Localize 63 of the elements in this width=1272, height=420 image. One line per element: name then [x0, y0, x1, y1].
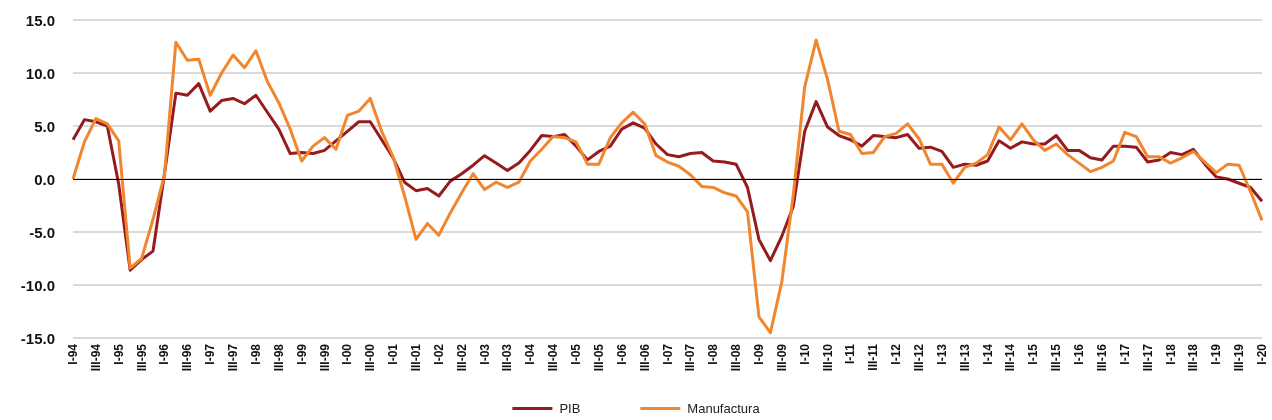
x-tick-label: III-99: [317, 343, 332, 372]
x-tick-label: III-19: [1232, 343, 1247, 372]
x-tick-label: III-18: [1186, 343, 1201, 372]
x-tick-label: III-05: [591, 343, 606, 372]
line-series: [71, 38, 1264, 335]
x-tick-label: III-08: [729, 343, 744, 372]
x-tick-label: I-00: [340, 343, 355, 365]
x-tick-label: III-16: [1094, 343, 1109, 372]
x-tick-label: I-95: [111, 343, 126, 365]
x-tick-label: I-99: [294, 343, 309, 365]
x-tick-label: III-97: [226, 343, 241, 372]
x-tick-label: III-15: [1049, 343, 1064, 372]
x-tick-label: III-09: [774, 343, 789, 372]
x-tick-label: I-15: [1026, 343, 1041, 365]
x-tick-label: I-08: [706, 343, 721, 365]
x-tick-label: III-95: [134, 343, 149, 372]
x-tick-label: I-19: [1209, 343, 1224, 365]
x-tick-label: III-94: [88, 343, 103, 372]
x-tick-label: I-98: [248, 343, 263, 365]
x-tick-label: III-98: [271, 343, 286, 372]
y-tick-label: 15.0: [25, 11, 55, 29]
x-tick-label: III-07: [683, 343, 698, 372]
x-tick-label: I-13: [934, 343, 949, 365]
y-tick-label: 10.0: [25, 64, 55, 82]
x-tick-label: III-96: [180, 343, 195, 372]
y-tick-label: -15.0: [20, 329, 55, 347]
y-tick-label: 0.0: [34, 170, 55, 188]
x-tick-label: I-11: [843, 343, 858, 365]
x-tick-label: I-01: [386, 343, 401, 365]
x-tick-label: I-06: [614, 343, 629, 365]
x-tick-label: III-14: [1003, 343, 1018, 372]
x-tick-label: I-12: [889, 343, 904, 365]
x-tick-label: III-12: [912, 343, 927, 372]
legend-label: PIB: [559, 401, 581, 416]
x-tick-label: III-03: [500, 343, 515, 372]
x-tick-label: I-17: [1117, 343, 1132, 365]
y-tick-label: 5.0: [34, 117, 55, 135]
x-tick-label: III-11: [866, 343, 881, 371]
x-tick-label: I-96: [157, 343, 172, 365]
y-tick-label: -5.0: [29, 223, 55, 241]
x-tick-label: I-07: [660, 343, 675, 365]
x-tick-label: I-04: [523, 343, 538, 365]
x-tick-label: III-04: [546, 343, 561, 372]
x-tick-label: I-18: [1163, 343, 1178, 365]
x-tick-label: III-17: [1140, 343, 1155, 372]
x-tick-label: I-09: [751, 343, 766, 365]
x-tick-label: III-00: [363, 343, 378, 372]
x-tick-label: I-94: [66, 343, 80, 365]
x-tick-label: III-06: [637, 343, 652, 372]
x-tick-label: III-10: [820, 343, 835, 372]
x-tick-label: III-13: [957, 343, 972, 372]
x-tick-label: III-02: [454, 343, 469, 372]
x-tick-label: III-01: [408, 343, 423, 372]
x-tick-label: I-97: [203, 343, 218, 365]
x-tick-label: I-05: [569, 343, 584, 365]
x-tick-label: I-03: [477, 343, 492, 365]
x-tick-label: I-14: [980, 343, 995, 365]
x-tick-label: I-20: [1255, 343, 1269, 365]
y-tick-label: -10.0: [20, 276, 55, 294]
x-tick-label: I-02: [431, 343, 446, 365]
legend-label: Manufactura: [687, 401, 761, 416]
x-tick-label: I-16: [1072, 343, 1087, 365]
x-tick-label: I-10: [797, 343, 812, 365]
